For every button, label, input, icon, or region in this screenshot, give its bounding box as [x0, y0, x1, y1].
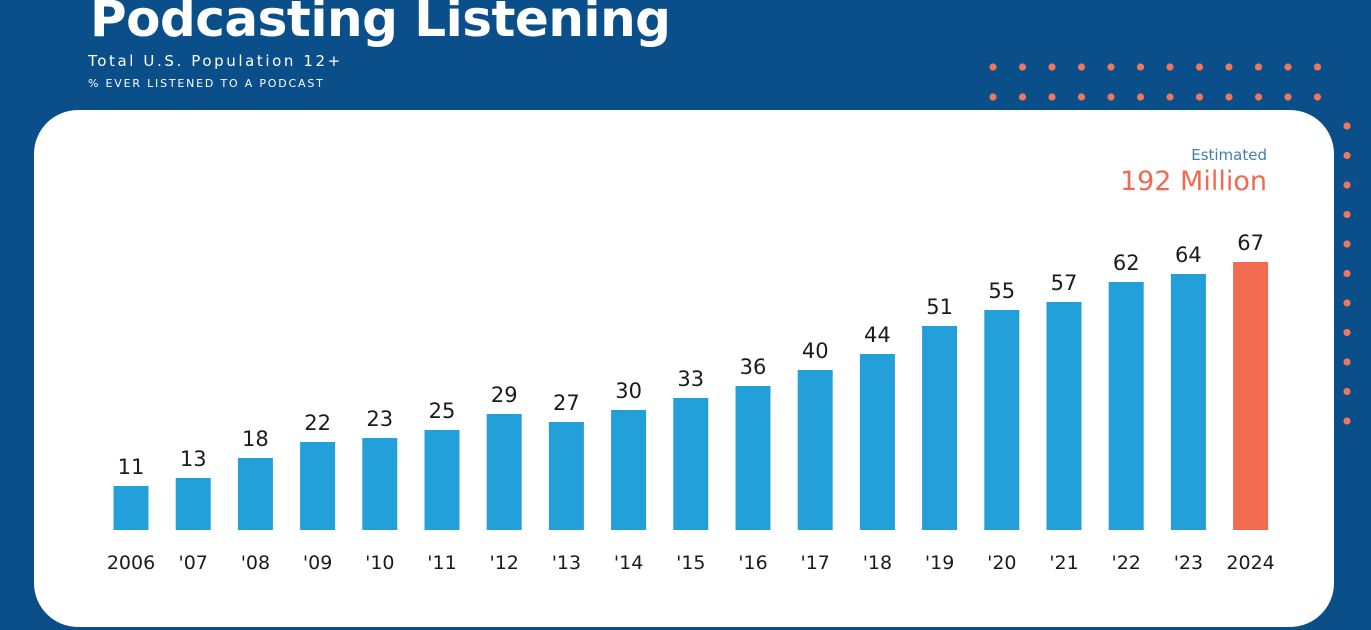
x-tick-label: '07: [178, 552, 207, 574]
chart-subtitle: Total U.S. Population 12+: [88, 52, 343, 70]
bar-17: [797, 370, 833, 530]
bar-13: [548, 422, 584, 530]
bar-19: [922, 326, 958, 530]
bar-2024: [1233, 262, 1269, 530]
bar-09: [300, 442, 336, 530]
x-tick-label: '17: [800, 552, 829, 574]
x-tick-label: '18: [863, 552, 892, 574]
bar-value-label: 13: [180, 447, 207, 471]
bar-value-label: 64: [1175, 243, 1202, 267]
bar-value-label: 51: [926, 295, 953, 319]
chart-measure-label: % EVER LISTENED TO A PODCAST: [88, 77, 325, 90]
x-tick-label: '10: [365, 552, 394, 574]
bar-12: [486, 414, 522, 530]
bar-14: [611, 410, 647, 530]
bar-value-label: 11: [118, 455, 145, 479]
bar-20: [984, 310, 1020, 530]
x-tick-label: '19: [925, 552, 954, 574]
bar-value-label: 36: [740, 355, 767, 379]
bar-2006: [113, 486, 149, 530]
bar-value-label: 25: [429, 399, 456, 423]
bar-value-label: 18: [242, 427, 269, 451]
x-tick-label: '22: [1111, 552, 1140, 574]
bar-value-label: 29: [491, 383, 518, 407]
x-tick-label: '23: [1174, 552, 1203, 574]
x-tick-label: '11: [427, 552, 456, 574]
x-tick-label: 2024: [1226, 552, 1274, 574]
bar-value-label: 23: [366, 407, 393, 431]
bar-value-label: 62: [1113, 251, 1140, 275]
bar-value-label: 33: [677, 367, 704, 391]
x-tick-label: 2006: [107, 552, 155, 574]
bar-value-label: 30: [615, 379, 642, 403]
bar-16: [735, 386, 771, 530]
bar-value-label: 22: [304, 411, 331, 435]
x-tick-label: '20: [987, 552, 1016, 574]
bar-07: [175, 478, 211, 530]
bar-22: [1108, 282, 1144, 530]
bar-15: [673, 398, 709, 530]
bar-23: [1170, 274, 1206, 530]
bar-value-label: 67: [1237, 231, 1264, 255]
x-tick-label: '21: [1049, 552, 1078, 574]
x-tick-label: '16: [738, 552, 767, 574]
bar-value-label: 44: [864, 323, 891, 347]
x-tick-label: '14: [614, 552, 643, 574]
x-tick-label: '13: [552, 552, 581, 574]
bar-11: [424, 430, 460, 530]
bar-08: [237, 458, 273, 530]
x-tick-label: '08: [241, 552, 270, 574]
estimated-value: 192 Million: [1119, 166, 1267, 197]
x-tick-label: '15: [676, 552, 705, 574]
bar-value-label: 40: [802, 339, 829, 363]
bar-10: [362, 438, 398, 530]
bar-value-label: 55: [988, 279, 1015, 303]
x-tick-label: '09: [303, 552, 332, 574]
bar-value-label: 27: [553, 391, 580, 415]
bar-18: [859, 354, 895, 530]
x-tick-label: '12: [489, 552, 518, 574]
estimated-label: Estimated: [1191, 146, 1267, 164]
bar-value-label: 57: [1051, 271, 1078, 295]
page-title: Podcasting Listening: [90, 0, 671, 48]
bar-21: [1046, 302, 1082, 530]
